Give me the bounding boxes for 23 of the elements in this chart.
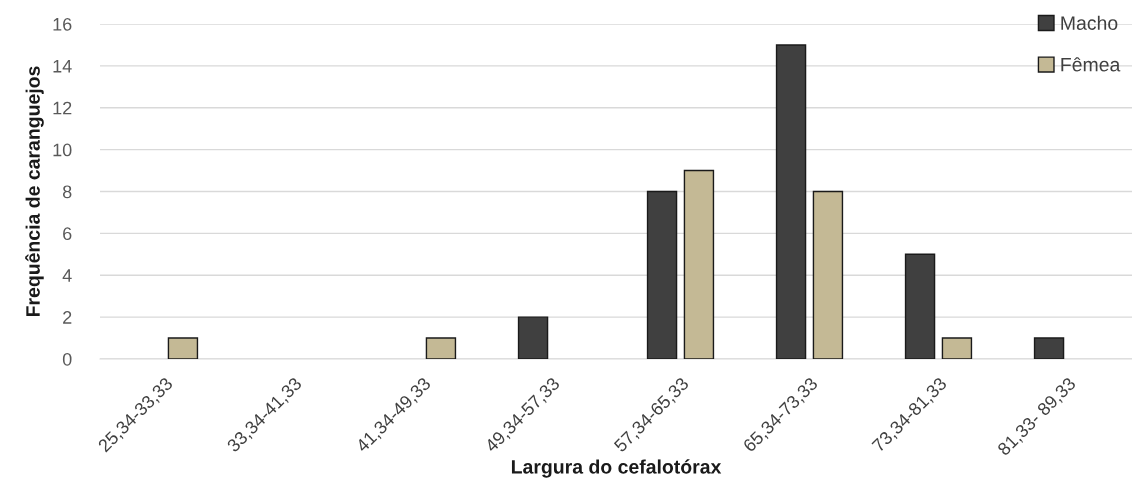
bar bbox=[167, 337, 199, 359]
y-tick-label: 14 bbox=[53, 60, 72, 73]
x-axis-title: Largura do cefalotórax bbox=[511, 459, 722, 478]
bar bbox=[812, 190, 844, 359]
legend-label: Fêmea bbox=[1061, 57, 1121, 72]
y-tick-label: 10 bbox=[53, 143, 72, 157]
y-tick-label: 4 bbox=[62, 269, 72, 282]
y-tick-label: 2 bbox=[63, 311, 72, 324]
bar bbox=[775, 44, 807, 359]
bar bbox=[683, 169, 715, 359]
y-tick-label: 12 bbox=[53, 101, 72, 115]
y-tick-label: 8 bbox=[62, 185, 72, 199]
bar bbox=[904, 253, 936, 359]
y-tick-label: 0 bbox=[62, 352, 72, 366]
bar bbox=[425, 337, 457, 359]
y-tick-label: 16 bbox=[53, 17, 72, 31]
bar bbox=[941, 337, 973, 359]
bar bbox=[517, 316, 549, 359]
bar bbox=[1033, 337, 1065, 359]
y-axis-title: Frequência de caranguejos bbox=[25, 66, 44, 317]
y-tick-label: 6 bbox=[63, 227, 72, 241]
legend-label: Macho bbox=[1061, 15, 1118, 30]
bar bbox=[646, 190, 678, 359]
